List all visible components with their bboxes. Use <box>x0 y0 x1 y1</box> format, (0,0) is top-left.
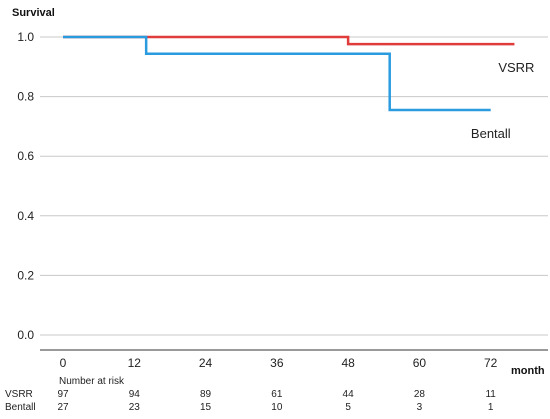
x-tick-label: 72 <box>484 356 498 370</box>
y-tick-label: 1.0 <box>17 30 34 44</box>
y-tick-labels: 0.0 0.2 0.4 0.6 0.8 1.0 <box>17 30 34 342</box>
risk-cell: 3 <box>417 402 423 413</box>
y-tick-label: 0.2 <box>17 268 34 282</box>
y-axis-title: Survival <box>12 7 55 19</box>
risk-cell: 89 <box>200 389 212 400</box>
risk-table: VSRR 97 94 89 61 44 28 11 Bentall 27 23 15 10 5 3 1 <box>5 389 496 413</box>
risk-cell: 5 <box>345 402 351 413</box>
y-tick-label: 0.4 <box>17 209 34 223</box>
risk-row-label: Bentall <box>5 402 36 413</box>
x-tick-label: 12 <box>128 356 142 370</box>
y-tick-label: 0.6 <box>17 149 34 163</box>
x-tick-label: 24 <box>199 356 213 370</box>
series-label-bentall: Bentall <box>471 126 511 141</box>
risk-table-title: Number at risk <box>59 376 125 387</box>
risk-cell: 44 <box>343 389 355 400</box>
gridlines <box>40 36 548 336</box>
x-tick-label: 36 <box>270 356 284 370</box>
risk-cell: 1 <box>488 402 494 413</box>
x-axis-title: month <box>511 365 545 377</box>
curve-vsrr <box>63 35 515 46</box>
x-tick-label: 0 <box>60 356 67 370</box>
x-tick-labels: 0 12 24 36 48 60 72 <box>60 356 498 370</box>
y-tick-label: 0.0 <box>17 328 34 342</box>
risk-cell: 28 <box>414 389 426 400</box>
y-tick-label: 0.8 <box>17 90 34 104</box>
series-labels: VSRR Bentall <box>471 60 535 141</box>
risk-cell: 97 <box>57 389 69 400</box>
risk-cell: 23 <box>129 402 141 413</box>
risk-cell: 94 <box>129 389 141 400</box>
risk-cell: 15 <box>200 402 212 413</box>
series-label-vsrr: VSRR <box>498 60 534 75</box>
risk-cell: 11 <box>485 389 496 400</box>
curve-bentall <box>63 35 491 112</box>
x-tick-label: 60 <box>413 356 427 370</box>
risk-cell: 10 <box>271 402 283 413</box>
survival-curves <box>63 35 515 112</box>
x-tick-label: 48 <box>341 356 355 370</box>
risk-cell: 61 <box>271 389 283 400</box>
risk-row-label: VSRR <box>5 389 33 400</box>
risk-cell: 27 <box>57 402 69 413</box>
